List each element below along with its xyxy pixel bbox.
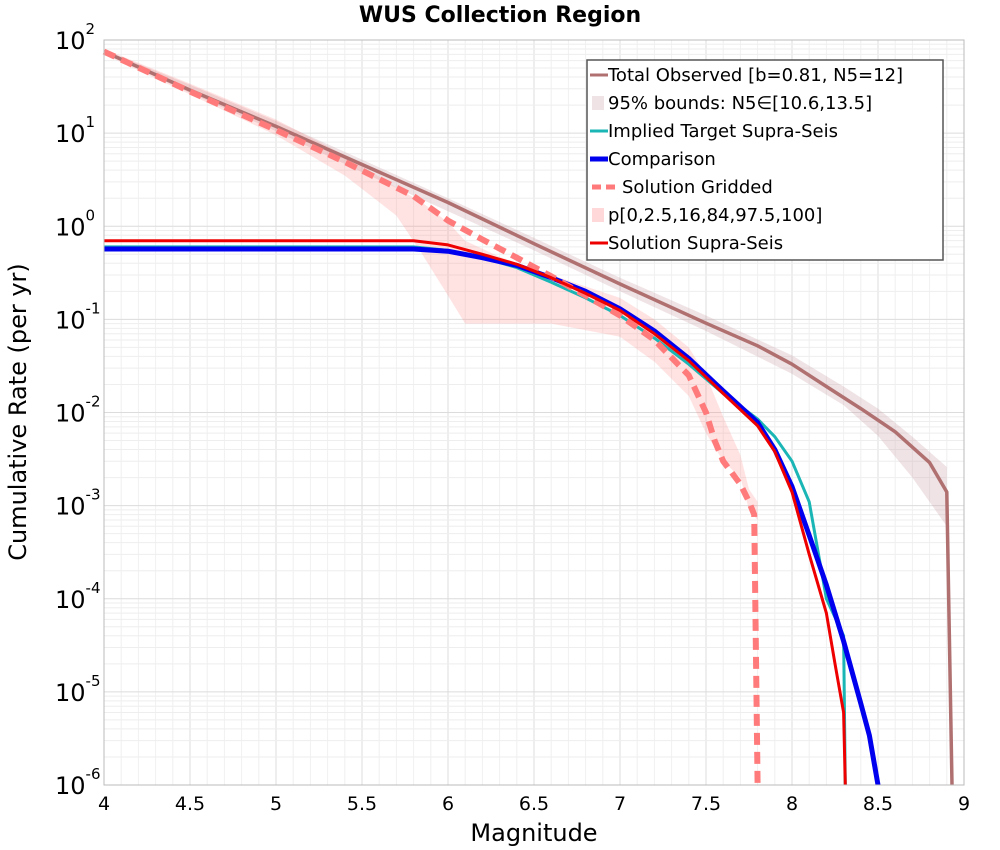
series-comparison <box>104 246 881 786</box>
x-tick-label: 5.5 <box>347 793 377 815</box>
x-tick-label: 4 <box>98 793 110 815</box>
y-tick-labels: 10-6 10-5 10-4 10-3 10-2 10-1 100 101 102 <box>55 20 101 800</box>
y-tick-label: 10-4 <box>55 579 101 614</box>
y-tick-label: 101 <box>55 113 95 148</box>
plot-frame <box>103 39 965 786</box>
y-tick-label: 10-6 <box>55 765 101 800</box>
legend-label: Total Observed [b=0.81, N5=12] <box>607 65 903 86</box>
y-axis-label: Cumulative Rate (per yr) <box>4 263 32 561</box>
y-tick-label: 10-1 <box>55 299 101 334</box>
x-tick-label: 4.5 <box>175 793 205 815</box>
x-tick-label: 6.5 <box>519 793 549 815</box>
y-tick-label: 10-2 <box>55 393 101 428</box>
x-tick-label: 6 <box>442 793 454 815</box>
series-total-observed <box>103 50 954 786</box>
x-axis-label: Magnitude <box>470 819 597 847</box>
y-tick-label: 100 <box>55 206 95 241</box>
y-tick-label: 10-5 <box>55 672 101 707</box>
legend-swatch <box>592 208 604 222</box>
legend-label: Solution Gridded <box>622 177 773 198</box>
x-tick-label: 7 <box>614 793 626 815</box>
legend-label: Implied Target Supra-Seis <box>608 121 838 142</box>
legend-swatch <box>592 96 604 110</box>
legend-box <box>586 59 944 261</box>
series-solution-gridded <box>102 48 761 786</box>
legend-label: Solution Supra-Seis <box>608 233 783 254</box>
legend: Total Observed [b=0.81, N5=12] 95% bounds… <box>586 59 944 261</box>
chart-title: WUS Collection Region <box>359 3 641 28</box>
x-tick-label: 8.5 <box>863 793 893 815</box>
y-tick-label: 10-3 <box>55 486 101 521</box>
legend-label: p[0,2.5,16,84,97.5,100] <box>608 205 822 226</box>
legend-label: 95% bounds: N5∈[10.6,13.5] <box>608 93 872 114</box>
legend-label: Comparison <box>608 149 716 170</box>
series-solution-supra-seis <box>104 239 847 786</box>
x-tick-label: 9 <box>958 793 970 815</box>
x-tick-label: 8 <box>786 793 798 815</box>
x-tick-label: 7.5 <box>691 793 721 815</box>
x-tick-label: 5 <box>270 793 282 815</box>
series-layer <box>102 48 954 786</box>
y-tick-label: 102 <box>55 20 95 55</box>
x-tick-labels: 4 4.5 5 5.5 6 6.5 7 7.5 8 8.5 9 <box>98 793 970 815</box>
